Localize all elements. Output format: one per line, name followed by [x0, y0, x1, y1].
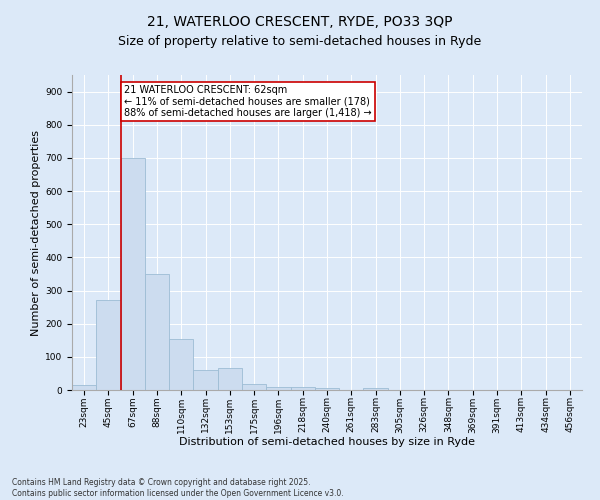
- Text: 21, WATERLOO CRESCENT, RYDE, PO33 3QP: 21, WATERLOO CRESCENT, RYDE, PO33 3QP: [147, 15, 453, 29]
- Y-axis label: Number of semi-detached properties: Number of semi-detached properties: [31, 130, 41, 336]
- Text: Size of property relative to semi-detached houses in Ryde: Size of property relative to semi-detach…: [118, 35, 482, 48]
- Bar: [193, 370, 218, 390]
- Bar: [242, 384, 266, 390]
- Bar: [364, 388, 388, 390]
- Text: 21 WATERLOO CRESCENT: 62sqm
← 11% of semi-detached houses are smaller (178)
88% : 21 WATERLOO CRESCENT: 62sqm ← 11% of sem…: [124, 85, 372, 118]
- Text: Contains HM Land Registry data © Crown copyright and database right 2025.
Contai: Contains HM Land Registry data © Crown c…: [12, 478, 344, 498]
- Bar: [266, 386, 290, 390]
- Bar: [72, 385, 96, 390]
- Bar: [121, 158, 145, 390]
- X-axis label: Distribution of semi-detached houses by size in Ryde: Distribution of semi-detached houses by …: [179, 437, 475, 447]
- Bar: [96, 300, 121, 390]
- Bar: [315, 388, 339, 390]
- Bar: [145, 274, 169, 390]
- Bar: [218, 368, 242, 390]
- Bar: [290, 386, 315, 390]
- Bar: [169, 338, 193, 390]
